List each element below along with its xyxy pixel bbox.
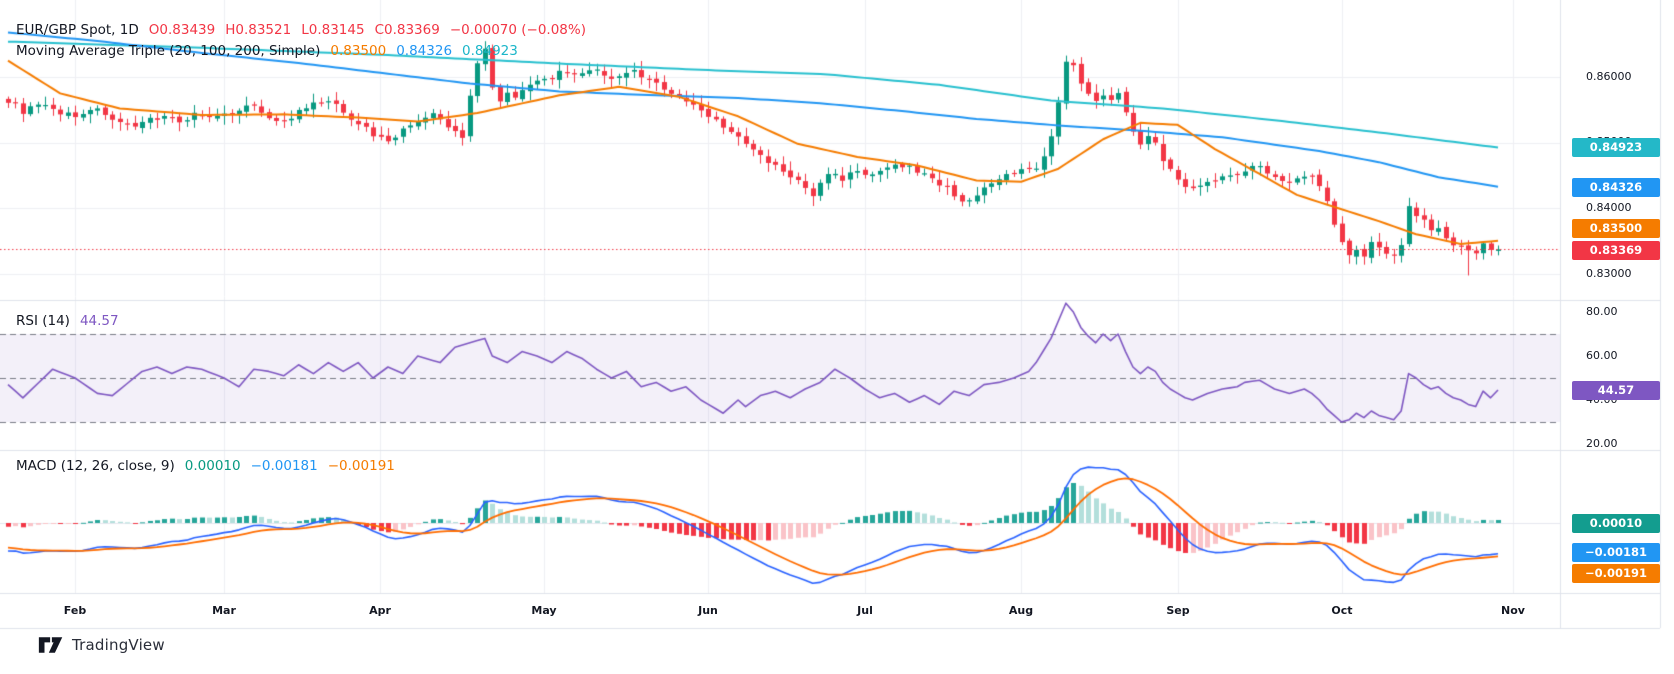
rsi-value: 44.57 bbox=[79, 313, 119, 329]
macd-hist-value: 0.00010 bbox=[184, 458, 241, 474]
sma20-value: 0.83500 bbox=[330, 43, 387, 59]
rsi-indicator-header: RSI (14) 44.57 bbox=[16, 313, 119, 329]
sma200-value: 0.84923 bbox=[462, 43, 518, 59]
macd-indicator-title[interactable]: MACD (12, 26, close, 9) bbox=[16, 458, 175, 474]
symbol-header: EUR/GBP Spot, 1D O0.83439 H0.83521 L0.83… bbox=[16, 22, 586, 38]
symbol-title[interactable]: EUR/GBP Spot, 1D bbox=[16, 22, 139, 38]
rsi-indicator-title[interactable]: RSI (14) bbox=[16, 313, 70, 329]
tradingview-wordmark: TradingView bbox=[72, 636, 165, 654]
ohlc-low: L0.83145 bbox=[301, 22, 365, 38]
ohlc-close: C0.83369 bbox=[374, 22, 440, 38]
ohlc-open: O0.83439 bbox=[148, 22, 216, 38]
tradingview-logo[interactable]: TradingView bbox=[38, 635, 165, 655]
macd-line-value: −0.00181 bbox=[250, 458, 318, 474]
tradingview-logo-icon bbox=[38, 637, 63, 653]
ohlc-high: H0.83521 bbox=[225, 22, 292, 38]
ma-indicator-title[interactable]: Moving Average Triple (20, 100, 200, Sim… bbox=[16, 43, 321, 59]
macd-indicator-header: MACD (12, 26, close, 9) 0.00010 −0.00181… bbox=[16, 458, 395, 474]
macd-signal-value: −0.00191 bbox=[327, 458, 395, 474]
ma-indicator-header: Moving Average Triple (20, 100, 200, Sim… bbox=[16, 43, 518, 59]
sma100-value: 0.84326 bbox=[396, 43, 453, 59]
change-value: −0.00070 (−0.08%) bbox=[449, 22, 586, 38]
